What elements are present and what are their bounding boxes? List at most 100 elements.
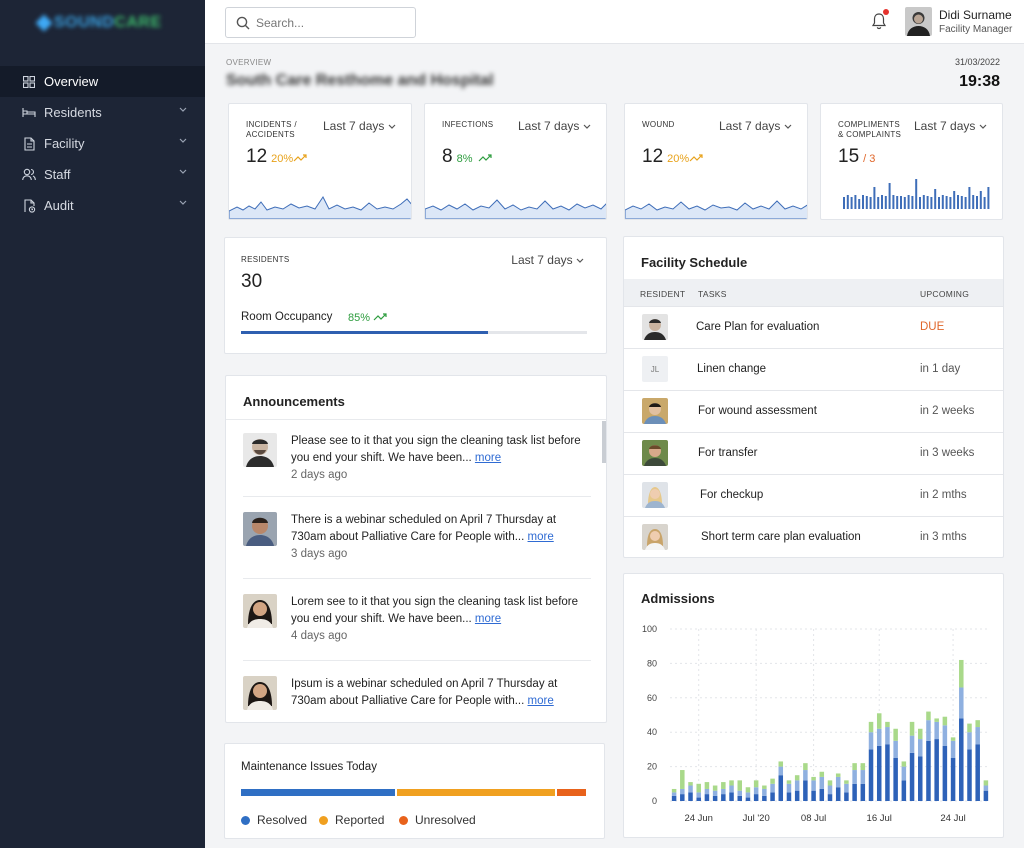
search-input[interactable] <box>256 15 406 30</box>
bar-segment-s0 <box>729 792 734 801</box>
avatar[interactable] <box>905 7 932 36</box>
mini-bar <box>900 196 902 209</box>
avatar <box>642 524 668 550</box>
brand-logo[interactable]: SOUNDCARE <box>35 12 162 34</box>
bar-segment-s0 <box>819 788 825 801</box>
table-row[interactable]: JL Linen change in 1 day <box>624 348 1003 390</box>
bar-segment-s0 <box>737 795 742 801</box>
bar-segment-s0 <box>885 744 890 801</box>
legend-dot <box>399 815 408 825</box>
bar-segment-s0 <box>770 792 775 801</box>
maintenance-segment-reported <box>397 789 555 796</box>
people-icon <box>22 168 36 182</box>
x-tick-label: Jul '20 <box>743 813 770 824</box>
mini-bar <box>922 195 925 209</box>
bar-segment-s2 <box>753 780 759 788</box>
bar-segment-s0 <box>975 744 980 801</box>
range-dropdown[interactable]: Last 7 days <box>323 119 396 133</box>
bar-segment-s0 <box>721 794 726 801</box>
bar-segment-s2 <box>942 716 948 726</box>
announcements-title: Announcements <box>243 394 345 409</box>
sidebar-item-facility[interactable]: Facility <box>0 128 205 159</box>
sidebar-item-label: Facility <box>44 136 85 151</box>
bar-segment-s1 <box>671 792 677 796</box>
bar-segment-s0 <box>680 794 685 801</box>
bar-segment-s2 <box>909 721 915 736</box>
bar-segment-s2 <box>671 788 677 793</box>
bar-segment-s0 <box>827 794 833 801</box>
more-link[interactable]: more <box>474 613 502 625</box>
kpi-card-wound: WOUND Last 7 days 12 20% <box>624 103 808 220</box>
avatar-initials: JL <box>642 356 668 382</box>
mini-bar <box>915 179 918 209</box>
occupancy-progress <box>241 331 587 334</box>
column-header: RESIDENT <box>640 289 686 299</box>
bed-icon <box>22 106 36 120</box>
y-tick-label: 60 <box>647 693 657 703</box>
bar-segment-s2 <box>885 721 890 728</box>
sidebar-item-overview[interactable]: Overview <box>0 66 205 97</box>
bar-segment-s0 <box>950 758 956 801</box>
bar-segment-s2 <box>794 775 800 781</box>
breadcrumb[interactable]: OVERVIEW <box>226 58 272 67</box>
table-row[interactable]: For transfer in 3 weeks <box>624 432 1003 474</box>
divider <box>243 660 591 661</box>
bar-segment-s2 <box>786 780 792 784</box>
search-box[interactable] <box>225 7 416 38</box>
more-link[interactable]: more <box>527 695 554 707</box>
chevron-down-icon <box>179 169 187 174</box>
bar-segment-s2 <box>918 728 923 740</box>
bar-segment-s1 <box>885 727 890 745</box>
more-link[interactable]: more <box>527 531 554 543</box>
sidebar-item-audit[interactable]: Audit <box>0 190 205 221</box>
announcement-time: 2 days ago <box>291 469 348 481</box>
y-tick-label: 0 <box>652 796 657 806</box>
range-dropdown[interactable]: Last 7 days <box>914 119 987 133</box>
mini-bar <box>919 197 921 209</box>
sidebar-item-staff[interactable]: Staff <box>0 159 205 190</box>
bar-segment-s0 <box>934 739 939 801</box>
mini-bar <box>964 197 967 209</box>
range-dropdown[interactable]: Last 7 days <box>511 253 584 267</box>
announcement-text: Lorem see to it that you sign the cleani… <box>291 596 579 642</box>
table-row[interactable]: For checkup in 2 mths <box>624 474 1003 516</box>
bar-segment-s2 <box>696 783 701 793</box>
notifications-button[interactable] <box>871 9 889 32</box>
kpi-value: 8 8% <box>442 146 492 168</box>
announcement-text: Ipsum is a webinar scheduled on April 7 … <box>291 678 558 707</box>
bar-segment-s0 <box>835 787 841 801</box>
bar-segment-s0 <box>909 752 915 801</box>
admissions-card: Admissions 0 20 40 60 80 100 24 Jun Jul '20 08 J… <box>623 573 1004 838</box>
scrollbar[interactable] <box>602 421 606 463</box>
bar-segment-s2 <box>967 723 972 733</box>
legend-dot <box>319 815 328 825</box>
bar-segment-s1 <box>959 687 964 719</box>
table-row[interactable]: Care Plan for evaluation DUE <box>624 306 1003 348</box>
table-row[interactable]: Short term care plan evaluation in 3 mth… <box>624 516 1003 557</box>
avatar <box>642 440 668 466</box>
bell-icon <box>871 13 887 30</box>
mini-bar <box>843 197 845 209</box>
sidebar-item-residents[interactable]: Residents <box>0 97 205 128</box>
residents-card: RESIDENTS Last 7 days 30 Room Occupancy … <box>224 237 607 354</box>
bar-segment-s0 <box>918 756 923 801</box>
range-dropdown[interactable]: Last 7 days <box>719 119 792 133</box>
search-icon <box>236 16 250 29</box>
sparkline-bars <box>843 179 990 209</box>
sidebar-item-label: Overview <box>44 74 99 89</box>
avatar <box>243 676 277 710</box>
more-link[interactable]: more <box>474 452 502 464</box>
mini-bar <box>858 199 861 209</box>
bar-segment-s2 <box>762 785 767 789</box>
upcoming-label: in 3 mths <box>920 531 967 543</box>
range-dropdown[interactable]: Last 7 days <box>518 119 591 133</box>
chevron-down-icon <box>784 124 792 129</box>
table-row[interactable]: For wound assessment in 2 weeks <box>624 390 1003 432</box>
bar-segment-s0 <box>876 745 882 801</box>
user-name[interactable]: Didi Surname <box>939 8 1012 22</box>
maintenance-segment-resolved <box>241 789 395 796</box>
mini-bar <box>903 197 906 209</box>
legend-unresolved: Unresolved <box>399 813 476 827</box>
bar-segment-s2 <box>893 728 898 741</box>
mini-bar <box>953 191 956 209</box>
